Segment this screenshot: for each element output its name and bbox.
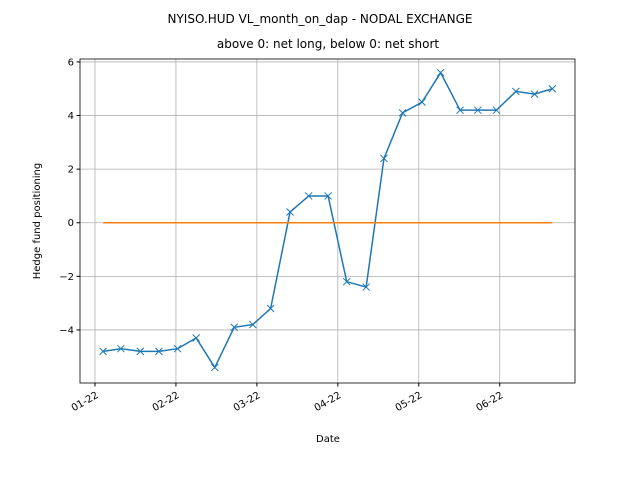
data-point — [192, 334, 201, 342]
data-point — [210, 363, 219, 372]
chart-title: NYISO.HUD VL_month_on_dap - NODAL EXCHAN… — [168, 12, 473, 26]
data-point — [117, 344, 125, 353]
data-point — [342, 277, 351, 286]
data-point — [474, 106, 482, 115]
data-point — [155, 347, 163, 356]
y-tick-label: −2 — [59, 272, 74, 283]
data-point — [548, 84, 557, 93]
data-point — [286, 208, 294, 216]
chart-subtitle: above 0: net long, below 0: net short — [217, 37, 440, 51]
data-point — [456, 106, 464, 115]
data-point — [248, 320, 257, 329]
data-point — [230, 323, 239, 332]
data-point — [266, 304, 275, 313]
y-axis-label: Hedge fund positioning — [32, 163, 43, 280]
y-tick-label: 0 — [68, 218, 74, 229]
plot-frame — [79, 58, 576, 384]
data-point — [492, 106, 501, 115]
x-axis-label: Date — [316, 434, 340, 445]
data-point — [324, 192, 332, 200]
data-point — [398, 109, 407, 117]
y-tick-label: 6 — [68, 57, 74, 68]
y-tick-label: 4 — [68, 111, 74, 122]
data-point — [173, 344, 182, 353]
data-point — [362, 283, 371, 291]
data-point — [304, 192, 313, 200]
data-point — [418, 98, 426, 106]
y-tick-label: −4 — [59, 325, 74, 336]
data-point — [99, 347, 107, 356]
data-point — [512, 87, 520, 96]
y-tick-label: 2 — [68, 165, 74, 176]
data-point — [436, 68, 445, 77]
data-point — [380, 154, 388, 163]
data-point — [530, 90, 539, 98]
data-point — [136, 347, 145, 356]
